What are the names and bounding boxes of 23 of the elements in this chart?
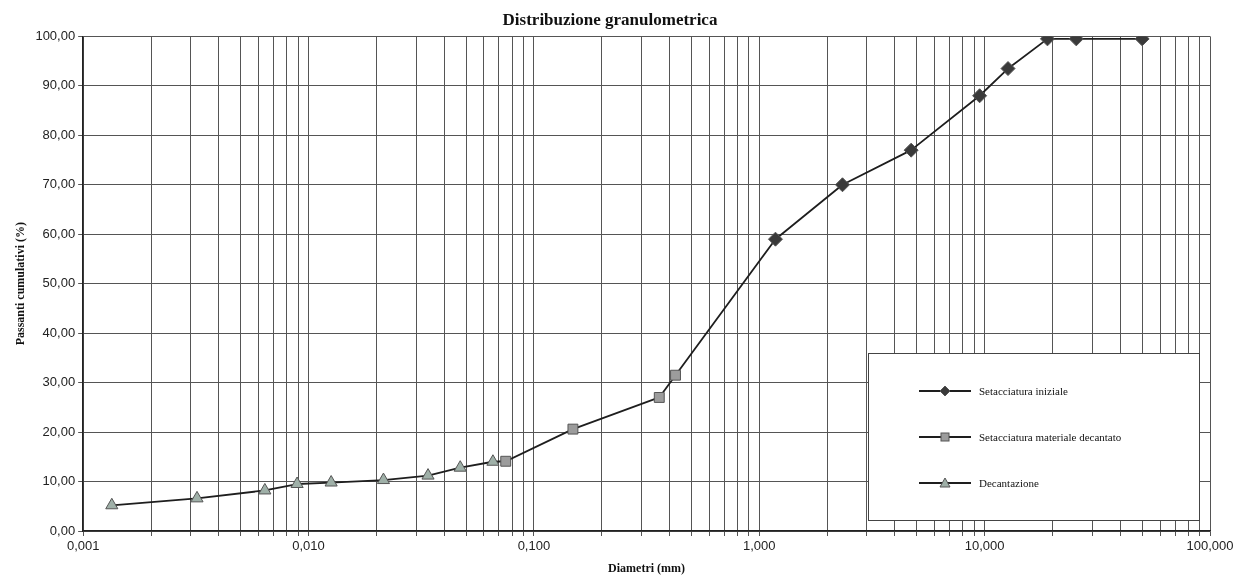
chart-title: Distribuzione granulometrica <box>502 9 718 29</box>
x-tick-label: 1,000 <box>742 538 776 554</box>
y-tick-label: 0,00 <box>49 522 76 538</box>
x-tick-label: 0,100 <box>517 538 551 554</box>
y-tick-label: 30,00 <box>42 374 76 390</box>
y-tick-label: 80,00 <box>42 126 76 142</box>
x-tick-label: 0,001 <box>66 538 100 554</box>
legend-label: Decantazione <box>979 477 1039 489</box>
x-tick-label: 100,000 <box>1186 538 1234 554</box>
y-tick-label: 20,00 <box>42 423 76 439</box>
y-tick-label: 90,00 <box>42 77 76 93</box>
y-tick-label: 10,00 <box>42 473 76 489</box>
y-axis-title: Passanti cumulativi (%) <box>13 222 28 346</box>
y-tick-label: 100,00 <box>35 27 76 43</box>
legend-label: Setacciatura iniziale <box>979 385 1068 397</box>
y-tick-label: 40,00 <box>42 324 76 340</box>
x-tick-label: 0,010 <box>292 538 325 554</box>
x-tick-label: 10,000 <box>964 538 1005 554</box>
legend-label: Setacciatura materiale decantato <box>979 431 1122 443</box>
y-tick-label: 60,00 <box>42 225 76 241</box>
y-tick-label: 50,00 <box>42 275 76 291</box>
y-tick-label: 70,00 <box>42 176 76 192</box>
x-axis-title: Diametri (mm) <box>608 560 686 575</box>
